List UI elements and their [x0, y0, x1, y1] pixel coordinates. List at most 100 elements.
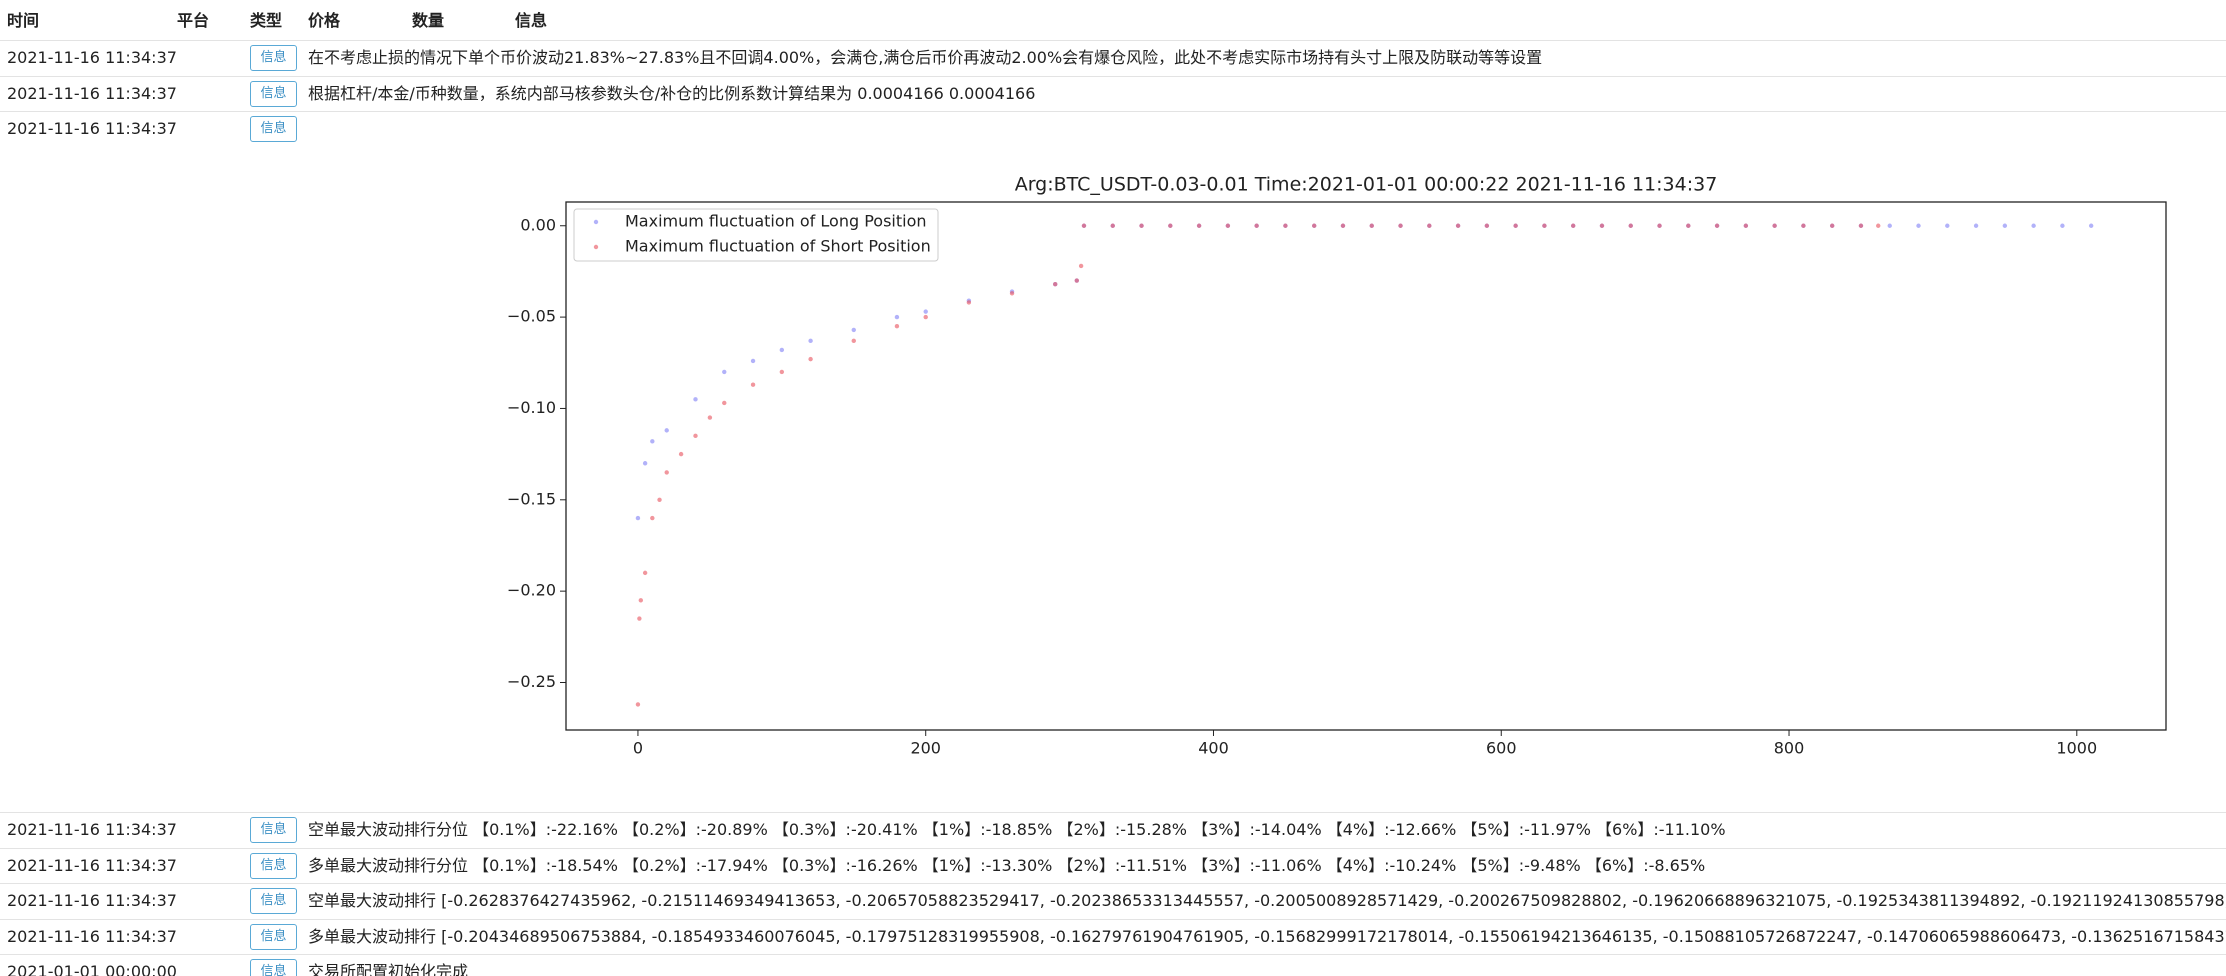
scatter-point	[1053, 282, 1058, 287]
scatter-point	[722, 400, 727, 406]
scatter-point	[642, 570, 648, 576]
scatter-point	[2088, 223, 2094, 228]
row-divider	[0, 111, 2226, 112]
scatter-point	[1801, 223, 1806, 228]
row-time: 2021-11-16 11:34:37	[7, 891, 177, 910]
scatter-point	[635, 515, 641, 521]
scatter-point	[1829, 223, 1835, 228]
scatter-point	[808, 356, 813, 362]
scatter-point	[894, 324, 900, 329]
row-divider	[0, 40, 2226, 41]
scatter-point	[664, 428, 669, 433]
scatter-point	[1081, 223, 1087, 228]
scatter-point	[1074, 278, 1079, 283]
scatter-point	[1887, 223, 1892, 228]
row-time: 2021-11-16 11:34:37	[7, 855, 177, 875]
row-message: 多单最大波动排行 [-0.20434689506753884, -0.18549…	[308, 926, 2226, 946]
legend-label: Maximum fluctuation of Short Position	[625, 237, 931, 256]
scatter-point	[650, 439, 655, 444]
scatter-point	[635, 702, 641, 707]
row-message: 空单最大波动排行 [-0.2628376427435962, -0.215114…	[308, 891, 2226, 910]
column-header: 数量	[412, 11, 445, 30]
row-message: 交易所配置初始化完成	[308, 962, 469, 976]
row-time: 2021-11-16 11:34:37	[7, 820, 177, 839]
scatter-point	[1110, 223, 1115, 228]
scatter-point	[1973, 223, 1979, 228]
scatter-point	[1513, 223, 1518, 228]
scatter-point	[779, 347, 785, 353]
scatter-point	[851, 327, 856, 333]
scatter-point	[693, 397, 698, 402]
scatter-point	[1078, 263, 1084, 269]
row-time: 2021-11-16 11:34:37	[7, 119, 177, 138]
scatter-point	[642, 461, 648, 466]
row-message: 空单最大波动排行分位 【0.1%】:-22.16% 【0.2%】:-20.89%…	[308, 820, 1726, 839]
row-divider	[0, 812, 2226, 813]
scatter-point	[779, 369, 785, 375]
scatter-point	[1168, 223, 1173, 228]
type-badge: 信息	[250, 923, 297, 950]
scatter-point	[1772, 223, 1777, 228]
scatter-point	[722, 369, 727, 375]
scatter-point	[664, 470, 669, 475]
row-message: 在不考虑止损的情况下单个币价波动21.83%~27.83%且不回调4.00%，会…	[308, 48, 1543, 67]
column-header: 平台	[177, 11, 210, 30]
scatter-point	[1657, 223, 1662, 228]
column-header: 价格	[308, 11, 341, 30]
row-time: 2021-11-16 11:34:37	[7, 83, 177, 103]
row-divider	[0, 883, 2226, 884]
type-badge: 信息	[250, 959, 297, 976]
row-time: 2021-11-16 11:34:37	[7, 926, 177, 946]
row-divider	[0, 75, 2226, 77]
scatter-point	[1139, 223, 1144, 228]
scatter-point	[1858, 223, 1864, 228]
x-tick-label: 200	[910, 739, 941, 758]
x-tick-label: 400	[1198, 739, 1229, 758]
scatter-point	[707, 415, 713, 420]
scatter-point	[1686, 223, 1691, 228]
scatter-point	[1714, 223, 1720, 228]
y-tick-label: −0.25	[507, 672, 556, 691]
legend-label: Maximum fluctuation of Long Position	[625, 212, 927, 231]
scatter-point	[1876, 223, 1881, 228]
row-time: 2021-11-16 11:34:37	[7, 48, 177, 67]
scatter-point	[638, 598, 644, 603]
scatter-point	[2002, 223, 2008, 228]
x-tick-label: 0	[633, 739, 643, 758]
scatter-point	[650, 515, 655, 521]
y-tick-label: −0.05	[507, 307, 556, 326]
scatter-point	[750, 358, 756, 364]
column-header: 类型	[250, 11, 283, 30]
scatter-point	[1283, 223, 1288, 228]
y-tick-label: −0.10	[507, 398, 556, 417]
x-tick-label: 800	[1774, 739, 1805, 758]
type-badge: 信息	[250, 45, 297, 71]
column-header: 时间	[7, 11, 40, 30]
row-divider	[0, 918, 2226, 920]
row-divider	[0, 954, 2226, 955]
scatter-point	[1369, 223, 1374, 228]
legend-marker	[593, 219, 599, 225]
scatter-point	[966, 300, 972, 305]
scatter-point	[923, 314, 928, 320]
scatter-point	[851, 338, 856, 344]
scatter-point	[1427, 223, 1432, 228]
row-time: 2021-01-01 00:00:00	[7, 962, 177, 976]
column-header: 信息	[515, 11, 548, 30]
chart-title: Arg:BTC_USDT-0.03-0.01 Time:2021-01-01 0…	[1015, 174, 1718, 196]
scatter-point	[1312, 223, 1317, 228]
legend-box	[573, 208, 939, 262]
scatter-point	[1599, 223, 1605, 228]
scatter-point	[637, 616, 642, 621]
x-tick-label: 1000	[2056, 739, 2097, 758]
y-tick-label: −0.15	[507, 489, 556, 508]
scatter-point	[1570, 223, 1576, 228]
legend-marker	[593, 244, 599, 250]
type-badge: 信息	[250, 116, 297, 142]
scatter-point	[1254, 223, 1259, 228]
scatter-point	[2060, 223, 2065, 228]
scatter-point	[808, 338, 813, 344]
scatter-point	[923, 309, 928, 314]
